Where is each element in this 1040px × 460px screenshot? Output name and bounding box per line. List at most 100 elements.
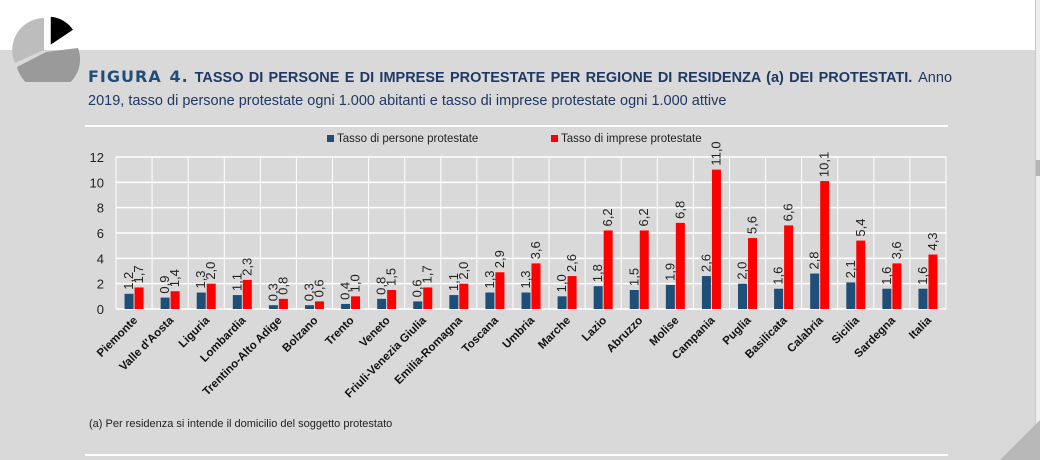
figure-title-main: TASSO DI PERSONE E DI IMPRESE PROTESTATE… bbox=[194, 70, 913, 86]
data-label-imprese: 4,3 bbox=[925, 232, 940, 250]
data-label-persone: 1,2 bbox=[121, 272, 136, 290]
x-tick-label: Marche bbox=[536, 315, 573, 352]
data-label-imprese: 1,0 bbox=[348, 274, 363, 292]
bar-persone bbox=[196, 292, 206, 309]
data-label-persone: 0,3 bbox=[301, 283, 316, 301]
pie-chart-icon bbox=[12, 15, 80, 82]
bar-persone bbox=[774, 288, 784, 309]
x-tick-label: Calabria bbox=[785, 314, 826, 355]
bar-imprese bbox=[134, 287, 144, 309]
bar-persone bbox=[665, 284, 675, 309]
y-tick-label: 2 bbox=[97, 277, 104, 292]
page-edge bbox=[1035, 0, 1040, 460]
legend-swatch-persone bbox=[327, 135, 334, 142]
bar-imprese bbox=[675, 222, 685, 309]
data-label-persone: 2,1 bbox=[843, 260, 858, 278]
bar-persone bbox=[377, 298, 387, 309]
data-label-persone: 0,3 bbox=[265, 283, 280, 301]
data-label-persone: 1,3 bbox=[193, 270, 208, 288]
bar-imprese bbox=[639, 230, 649, 309]
bar-imprese bbox=[495, 272, 505, 309]
data-label-imprese: 2,3 bbox=[239, 258, 254, 276]
bar-imprese bbox=[603, 230, 613, 309]
x-tick-label: Emilia-Romagna bbox=[393, 314, 466, 387]
bar-persone bbox=[304, 305, 314, 309]
bar-imprese bbox=[892, 263, 902, 309]
legend-label-persone: Tasso di persone protestate bbox=[337, 133, 478, 145]
legend-label-imprese: Tasso di imprese protestate bbox=[561, 133, 702, 145]
bar-persone bbox=[124, 293, 134, 309]
data-label-persone: 0,8 bbox=[374, 277, 389, 295]
bar-imprese bbox=[170, 291, 180, 309]
bar-imprese bbox=[278, 298, 288, 309]
page-curl-corner bbox=[1000, 420, 1040, 460]
data-label-persone: 2,0 bbox=[735, 262, 750, 280]
data-label-persone: 1,6 bbox=[771, 267, 786, 285]
x-tick-label: Liguria bbox=[177, 314, 213, 350]
data-label-imprese: 1,4 bbox=[167, 269, 182, 287]
bar-imprese bbox=[351, 296, 361, 309]
bar-imprese bbox=[531, 263, 541, 309]
data-label-imprese: 6,2 bbox=[636, 208, 651, 226]
scroll-marker bbox=[1036, 160, 1040, 176]
bar-imprese bbox=[459, 283, 469, 309]
bar-imprese bbox=[314, 301, 324, 309]
bar-imprese bbox=[928, 254, 938, 309]
data-label-imprese: 5,6 bbox=[745, 216, 760, 234]
bar-persone bbox=[629, 290, 639, 309]
figure-label: FIGURA 4. bbox=[88, 67, 189, 86]
data-label-persone: 1,9 bbox=[662, 263, 677, 281]
x-tick-label: Molise bbox=[648, 315, 682, 349]
x-tick-label: Abruzzo bbox=[605, 315, 646, 356]
data-label-imprese: 6,8 bbox=[672, 201, 687, 219]
bar-persone bbox=[918, 288, 928, 309]
bar-persone bbox=[268, 305, 278, 309]
data-label-imprese: 10,1 bbox=[817, 152, 832, 177]
bar-persone bbox=[341, 303, 351, 309]
bar-persone bbox=[701, 276, 711, 309]
bar-imprese bbox=[784, 225, 794, 309]
x-tick-label: Veneto bbox=[358, 315, 393, 350]
bar-persone bbox=[557, 296, 567, 309]
y-tick-label: 6 bbox=[97, 226, 104, 241]
x-tick-label: Bolzano bbox=[280, 315, 320, 355]
figure-title: FIGURA 4. TASSO DI PERSONE E DI IMPRESE … bbox=[88, 66, 952, 112]
bar-imprese bbox=[711, 169, 721, 309]
data-label-persone: 2,8 bbox=[807, 251, 822, 269]
bar-persone bbox=[413, 301, 423, 309]
top-divider bbox=[85, 125, 948, 127]
data-label-persone: 1,5 bbox=[626, 268, 641, 286]
data-label-imprese: 2,0 bbox=[456, 262, 471, 280]
bar-imprese bbox=[748, 238, 758, 309]
x-tick-label: Sicilia bbox=[830, 314, 862, 346]
data-label-imprese: 2,9 bbox=[492, 250, 507, 268]
data-label-persone: 1,0 bbox=[554, 274, 569, 292]
bar-persone bbox=[846, 282, 856, 309]
x-tick-label: Puglia bbox=[721, 314, 754, 347]
bottom-divider bbox=[85, 454, 948, 456]
bar-imprese bbox=[856, 240, 866, 309]
data-label-persone: 1,6 bbox=[915, 267, 930, 285]
bar-persone bbox=[738, 283, 748, 309]
data-label-imprese: 6,6 bbox=[781, 203, 796, 221]
figure-subtitle: Anno 2019, tasso di persone protestate o… bbox=[88, 70, 953, 109]
y-tick-label: 10 bbox=[90, 175, 104, 190]
data-label-imprese: 11,0 bbox=[708, 141, 723, 165]
data-label-imprese: 2,0 bbox=[203, 262, 218, 280]
bar-imprese bbox=[567, 276, 577, 309]
data-label-persone: 0,4 bbox=[338, 282, 353, 300]
y-tick-label: 4 bbox=[97, 251, 104, 266]
bar-persone bbox=[232, 295, 242, 309]
bar-persone bbox=[810, 273, 820, 309]
y-tick-label: 8 bbox=[97, 201, 104, 216]
bar-persone bbox=[485, 292, 495, 309]
x-tick-label: Italia bbox=[907, 314, 934, 341]
x-tick-label: Umbria bbox=[501, 314, 538, 351]
bar-persone bbox=[449, 295, 459, 309]
bar-imprese bbox=[820, 181, 830, 309]
data-label-imprese: 3,6 bbox=[528, 241, 543, 259]
bar-persone bbox=[882, 288, 892, 309]
data-label-persone: 1,8 bbox=[590, 264, 605, 282]
x-tick-label: Toscana bbox=[460, 314, 501, 355]
